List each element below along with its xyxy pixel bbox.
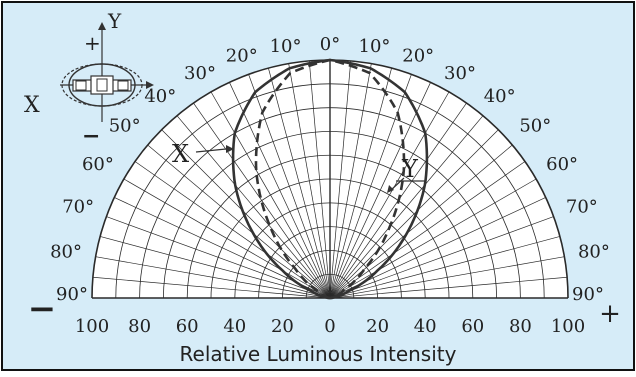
angle-tick-label: 10° [270,36,302,57]
radial-tick-label: 80 [509,316,532,337]
angle-tick-label: 40° [144,86,176,107]
angle-tick-label: 80° [50,241,82,262]
inset-x-label: X [24,93,40,118]
radial-tick-label: 60 [461,316,484,337]
angle-tick-label: 50° [109,116,141,137]
radial-tick-label: 60 [176,316,199,337]
radial-tick-label: 40 [223,316,246,337]
x-axis-label: Relative Luminous Intensity [180,342,457,366]
angle-tick-label: 20° [226,46,258,67]
radial-tick-label: 100 [551,316,585,337]
angle-tick-label: 70° [566,196,598,217]
radial-tick-label: 40 [414,316,437,337]
inset-minus-label: − [82,123,100,149]
angle-tick-label: 90° [56,284,88,305]
angle-tick-label: 30° [444,63,476,84]
angle-tick-label: 60° [82,154,114,175]
radial-tick-label: 0 [324,316,335,337]
radial-tick-label: 80 [128,316,151,337]
radial-tick-label: 20 [271,316,294,337]
positive-sign-label: + [599,299,621,329]
angle-tick-label: 70° [62,196,94,217]
negative-sign-label: − [28,289,57,329]
angle-tick-label: 30° [184,63,216,84]
radial-tick-label: 20 [366,316,389,337]
radial-tick-label: 100 [75,316,109,337]
angle-tick-label: 10° [359,36,391,57]
inset-y-label: Y [107,9,122,33]
angle-tick-label: 50° [519,116,551,137]
angle-tick-label: 0° [320,34,340,55]
annotation-x-label: X [172,140,189,168]
angle-tick-label: 20° [402,46,434,67]
angle-tick-label: 60° [546,154,578,175]
angle-tick-label: 80° [578,241,610,262]
angle-tick-label: 40° [484,86,516,107]
inset-plus-label: + [84,31,101,55]
